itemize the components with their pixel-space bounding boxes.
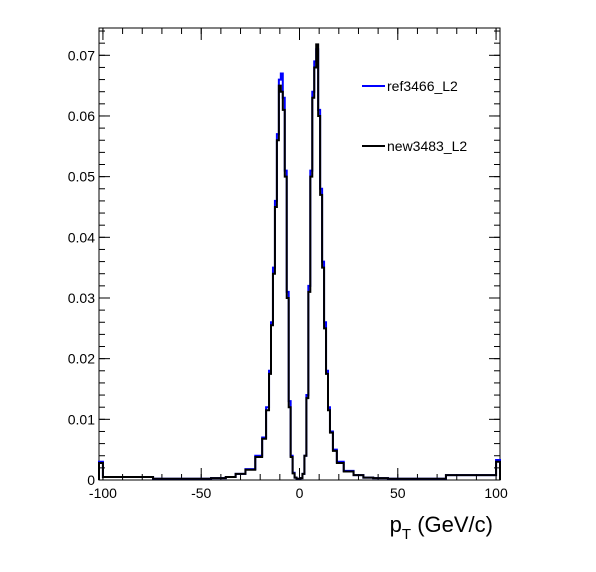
legend: ref3466_L2 new3483_L2 xyxy=(362,78,467,154)
legend-label: ref3466_L2 xyxy=(387,78,458,94)
legend-label: new3483_L2 xyxy=(387,138,467,154)
y-tick-label: 0.06 xyxy=(68,108,95,124)
x-tick-label: -50 xyxy=(191,485,211,501)
y-tick-label: 0.01 xyxy=(68,411,95,427)
y-tick-label: 0.04 xyxy=(68,229,95,245)
y-tick-label: 0.02 xyxy=(68,351,95,367)
y-tick-label: 0.05 xyxy=(68,169,95,185)
y-tick-label: 0.03 xyxy=(68,290,95,306)
series-layer xyxy=(98,43,501,480)
x-axis: -100 -50 0 50 100 xyxy=(89,28,508,501)
y-tick-label: 0 xyxy=(87,472,95,488)
x-axis-title: pT (GeV/c) xyxy=(390,512,493,543)
x-axis-title-subscript: T xyxy=(402,526,411,543)
y-axis: 0 0.01 0.02 0.03 0.04 0.05 0.06 0.07 xyxy=(68,30,500,488)
x-tick-label: -100 xyxy=(89,485,117,501)
x-tick-label: 50 xyxy=(390,485,406,501)
series-line-2 xyxy=(98,43,501,480)
x-tick-label: 100 xyxy=(484,485,508,501)
y-tick-label: 0.07 xyxy=(68,47,95,63)
plot-frame xyxy=(98,27,501,481)
x-tick-label: 0 xyxy=(296,485,304,501)
x-axis-title-main: p xyxy=(390,512,402,537)
x-axis-title-unit: (GeV/c) xyxy=(411,512,493,537)
series-line-1 xyxy=(98,48,501,480)
